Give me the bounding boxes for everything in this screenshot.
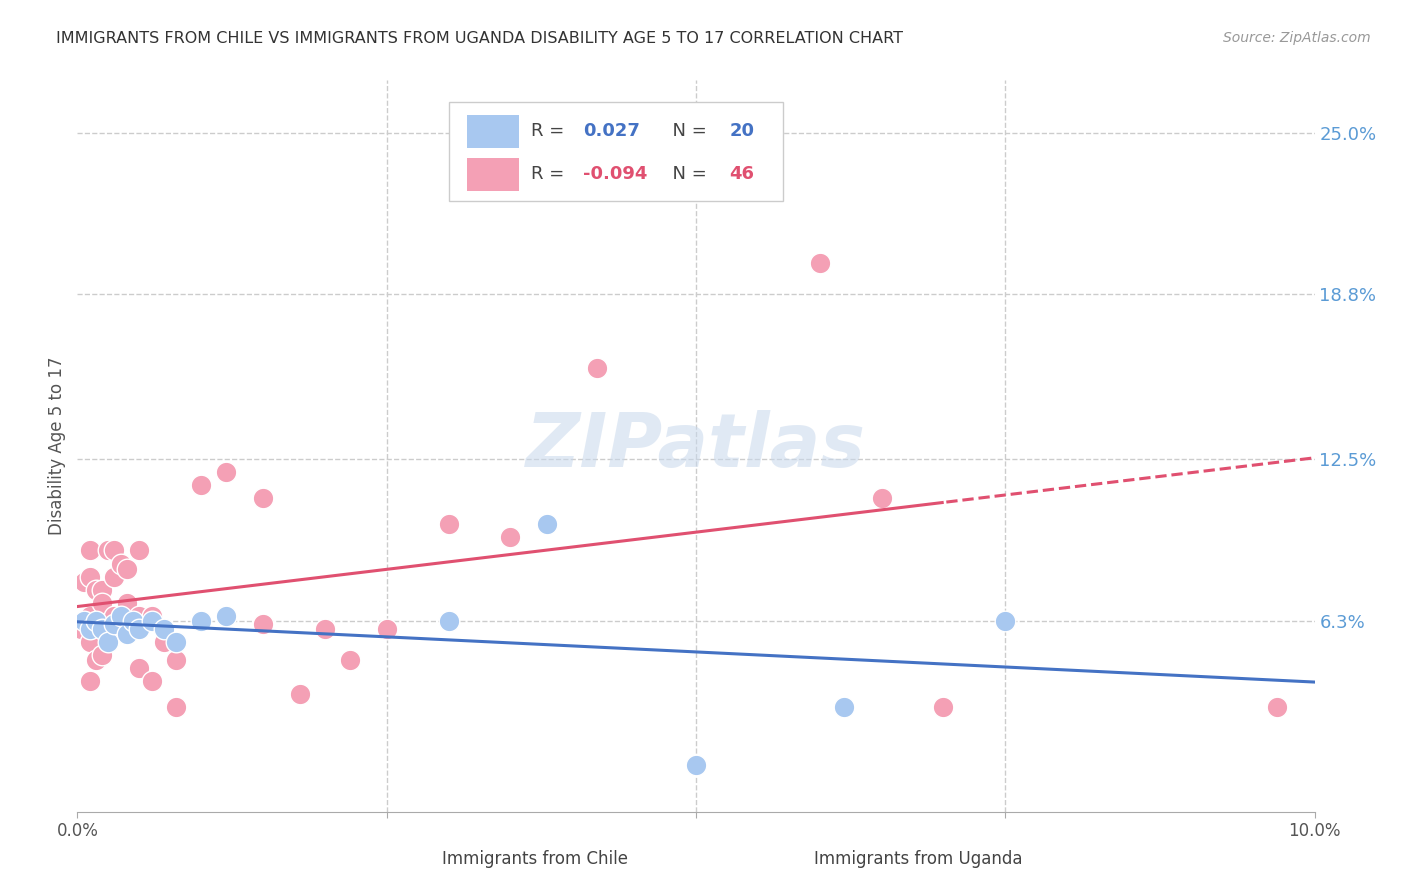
Point: [79, 569, 101, 583]
Point: [499, 530, 522, 544]
Point: [165, 635, 187, 649]
Point: [834, 700, 856, 714]
Point: [215, 465, 238, 479]
Point: [115, 596, 138, 610]
Point: [141, 608, 163, 623]
Text: -0.094: -0.094: [583, 165, 648, 184]
Point: [79, 622, 101, 636]
Point: [97, 543, 120, 558]
Point: [103, 622, 125, 636]
Point: [79, 543, 101, 558]
Point: [536, 517, 558, 532]
FancyBboxPatch shape: [467, 115, 519, 148]
Point: [91, 582, 114, 597]
Point: [165, 653, 187, 667]
Point: [91, 648, 114, 662]
Text: N =: N =: [661, 122, 713, 140]
Point: [84, 582, 107, 597]
Point: [72, 574, 94, 589]
Point: [103, 616, 125, 631]
Point: [190, 614, 212, 628]
Point: [84, 653, 107, 667]
Point: [122, 614, 145, 628]
Point: [115, 627, 138, 641]
Point: [91, 622, 114, 636]
Point: [141, 614, 163, 628]
Point: [115, 562, 138, 576]
Point: [91, 596, 114, 610]
Y-axis label: Disability Age 5 to 17: Disability Age 5 to 17: [48, 357, 66, 535]
Point: [91, 622, 114, 636]
Text: 46: 46: [730, 165, 755, 184]
Point: [314, 622, 336, 636]
Point: [97, 635, 120, 649]
Point: [79, 608, 101, 623]
Point: [685, 757, 707, 772]
Point: [79, 674, 101, 689]
Point: [110, 608, 132, 623]
Point: [103, 543, 125, 558]
Text: N =: N =: [661, 165, 713, 184]
Point: [190, 478, 212, 492]
Point: [288, 687, 311, 701]
Text: Immigrants from Chile: Immigrants from Chile: [443, 850, 628, 868]
FancyBboxPatch shape: [360, 847, 433, 871]
Text: R =: R =: [531, 165, 571, 184]
Point: [128, 622, 150, 636]
Text: ZIPatlas: ZIPatlas: [526, 409, 866, 483]
Point: [437, 517, 460, 532]
Point: [128, 661, 150, 675]
Point: [79, 635, 101, 649]
Point: [141, 674, 163, 689]
Point: [252, 491, 274, 506]
Text: Source: ZipAtlas.com: Source: ZipAtlas.com: [1223, 31, 1371, 45]
Point: [932, 700, 955, 714]
Point: [870, 491, 893, 506]
Point: [339, 653, 361, 667]
Point: [252, 616, 274, 631]
Text: 20: 20: [730, 122, 755, 140]
Point: [72, 614, 94, 628]
Point: [103, 608, 125, 623]
Point: [153, 635, 176, 649]
Point: [84, 614, 107, 628]
Point: [165, 700, 187, 714]
Point: [153, 622, 176, 636]
Point: [115, 622, 138, 636]
Point: [110, 557, 132, 571]
Point: [103, 569, 125, 583]
Point: [128, 543, 150, 558]
FancyBboxPatch shape: [449, 103, 783, 201]
Text: Immigrants from Uganda: Immigrants from Uganda: [814, 850, 1022, 868]
Point: [215, 608, 238, 623]
FancyBboxPatch shape: [731, 847, 804, 871]
Point: [994, 614, 1017, 628]
Text: IMMIGRANTS FROM CHILE VS IMMIGRANTS FROM UGANDA DISABILITY AGE 5 TO 17 CORRELATI: IMMIGRANTS FROM CHILE VS IMMIGRANTS FROM…: [56, 31, 903, 46]
Point: [808, 256, 831, 270]
Point: [437, 614, 460, 628]
Point: [128, 608, 150, 623]
Text: 0.027: 0.027: [583, 122, 640, 140]
FancyBboxPatch shape: [467, 158, 519, 191]
Point: [685, 152, 707, 166]
Point: [1267, 700, 1289, 714]
Point: [375, 622, 398, 636]
Text: R =: R =: [531, 122, 571, 140]
Point: [586, 360, 609, 375]
Point: [70, 622, 93, 636]
